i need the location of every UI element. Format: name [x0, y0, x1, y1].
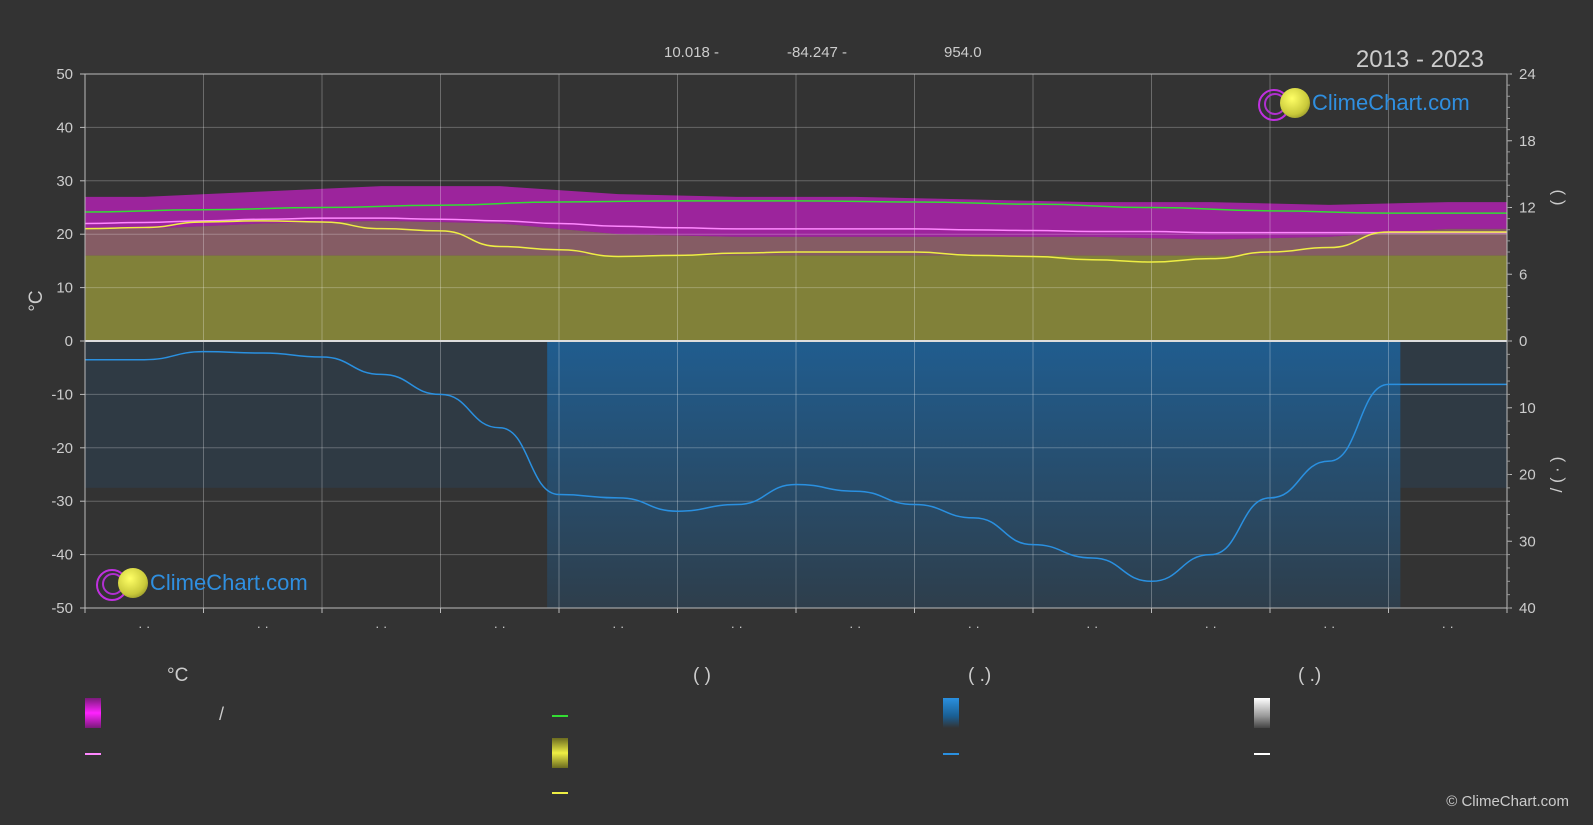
- precipitation-band: [547, 341, 1401, 608]
- legend-precip-heading: ( .): [968, 665, 992, 686]
- legend-swatch-precip-band: [943, 698, 959, 728]
- axes: 50 40 30 20 10 0 -10 -20 -30 -40 -50 °C 24 18 12 6 0 10 20…: [26, 66, 1566, 634]
- right-axis-bottom-label: / ( · ): [1547, 457, 1566, 493]
- x-tick-label: · ·: [1086, 619, 1098, 634]
- left-tick-label: 50: [56, 66, 73, 83]
- logo-text: ClimeChart.com: [1312, 90, 1470, 115]
- logo-icon: [96, 566, 148, 601]
- right-tick-label: 40: [1519, 600, 1536, 617]
- left-tick-label: -40: [51, 547, 73, 564]
- temperature-bands: [85, 186, 1507, 608]
- left-tick-label: -30: [51, 493, 73, 510]
- daily-avg-temp-band: [85, 220, 1507, 256]
- x-tick-label: · ·: [1442, 619, 1454, 634]
- left-tick-label: -20: [51, 440, 73, 457]
- right-tick-label: 10: [1519, 400, 1536, 417]
- sunshine-band: [85, 255, 1507, 341]
- logo-text: ClimeChart.com: [150, 570, 308, 595]
- copyright: © ClimeChart.com: [1446, 793, 1569, 810]
- legend-swatch-snow-line: [1254, 753, 1270, 755]
- logo-top: ClimeChart.com: [1258, 86, 1470, 121]
- precip-line: [85, 350, 1507, 583]
- x-tick-label: · ·: [494, 619, 506, 634]
- legend-temperature-heading: °C: [167, 665, 189, 686]
- x-tick-label: · ·: [138, 619, 150, 634]
- right-tick-label: 24: [1519, 66, 1536, 83]
- year-range: 2013 - 2023: [1355, 46, 1484, 73]
- x-tick-label: · ·: [257, 619, 269, 634]
- legend-swatch-precip-line: [943, 753, 959, 755]
- left-tick-label: -50: [51, 600, 73, 617]
- x-tick-label: · ·: [1323, 619, 1335, 634]
- max-min-temp-band: [85, 186, 1507, 240]
- x-tick-label: · ·: [968, 619, 980, 634]
- legend-swatch-sunshine-band: [552, 738, 568, 768]
- legend-snow-heading: ( .): [1298, 665, 1322, 686]
- legend-swatch-daylight: [552, 715, 568, 717]
- sunshine-line: [84, 220, 1507, 263]
- elevation-value: 954.0: [944, 44, 982, 61]
- legend-swatch-sunshine-line: [552, 792, 568, 794]
- x-tick-label: · ·: [612, 619, 624, 634]
- x-tick-label: · ·: [849, 619, 861, 634]
- right-tick-label: 6: [1519, 266, 1527, 283]
- left-tick-label: 10: [56, 280, 73, 297]
- legend-swatch-snow-band: [1254, 698, 1270, 728]
- left-tick-label: -10: [51, 386, 73, 403]
- logo-bottom: ClimeChart.com: [96, 566, 308, 601]
- x-tick-label: · ·: [1205, 619, 1217, 634]
- x-tick-label: · ·: [731, 619, 743, 634]
- left-tick-label: 30: [56, 173, 73, 190]
- left-tick-label: 0: [65, 333, 73, 350]
- right-tick-label: 12: [1519, 200, 1536, 217]
- left-tick-label: 40: [56, 119, 73, 136]
- latitude-value: 10.018 -: [664, 44, 720, 61]
- right-tick-label: 30: [1519, 533, 1536, 550]
- legend-swatch-maxmin-temp: [85, 698, 101, 728]
- legend-sunshine-heading: ( ): [693, 665, 711, 686]
- x-tick-label: · ·: [375, 619, 387, 634]
- series-lines: [84, 200, 1507, 583]
- legend-maxmin-separator: /: [219, 704, 225, 724]
- daylight-line: [84, 200, 1507, 214]
- precipitation-band-dry: [85, 341, 548, 488]
- right-tick-label: 0: [1519, 333, 1527, 350]
- avg-temp-line: [84, 217, 1507, 234]
- precipitation-band-dry: [1400, 341, 1507, 488]
- right-axis-top-label: ( ): [1547, 189, 1566, 205]
- right-tick-label: 18: [1519, 133, 1536, 150]
- legend-swatch-avg-temp: [85, 753, 101, 755]
- left-tick-label: 20: [56, 226, 73, 243]
- logo-icon: [1258, 86, 1310, 121]
- longitude-value: -84.247 -: [787, 44, 848, 61]
- right-tick-label: 20: [1519, 467, 1536, 484]
- left-axis-label: °C: [26, 290, 47, 311]
